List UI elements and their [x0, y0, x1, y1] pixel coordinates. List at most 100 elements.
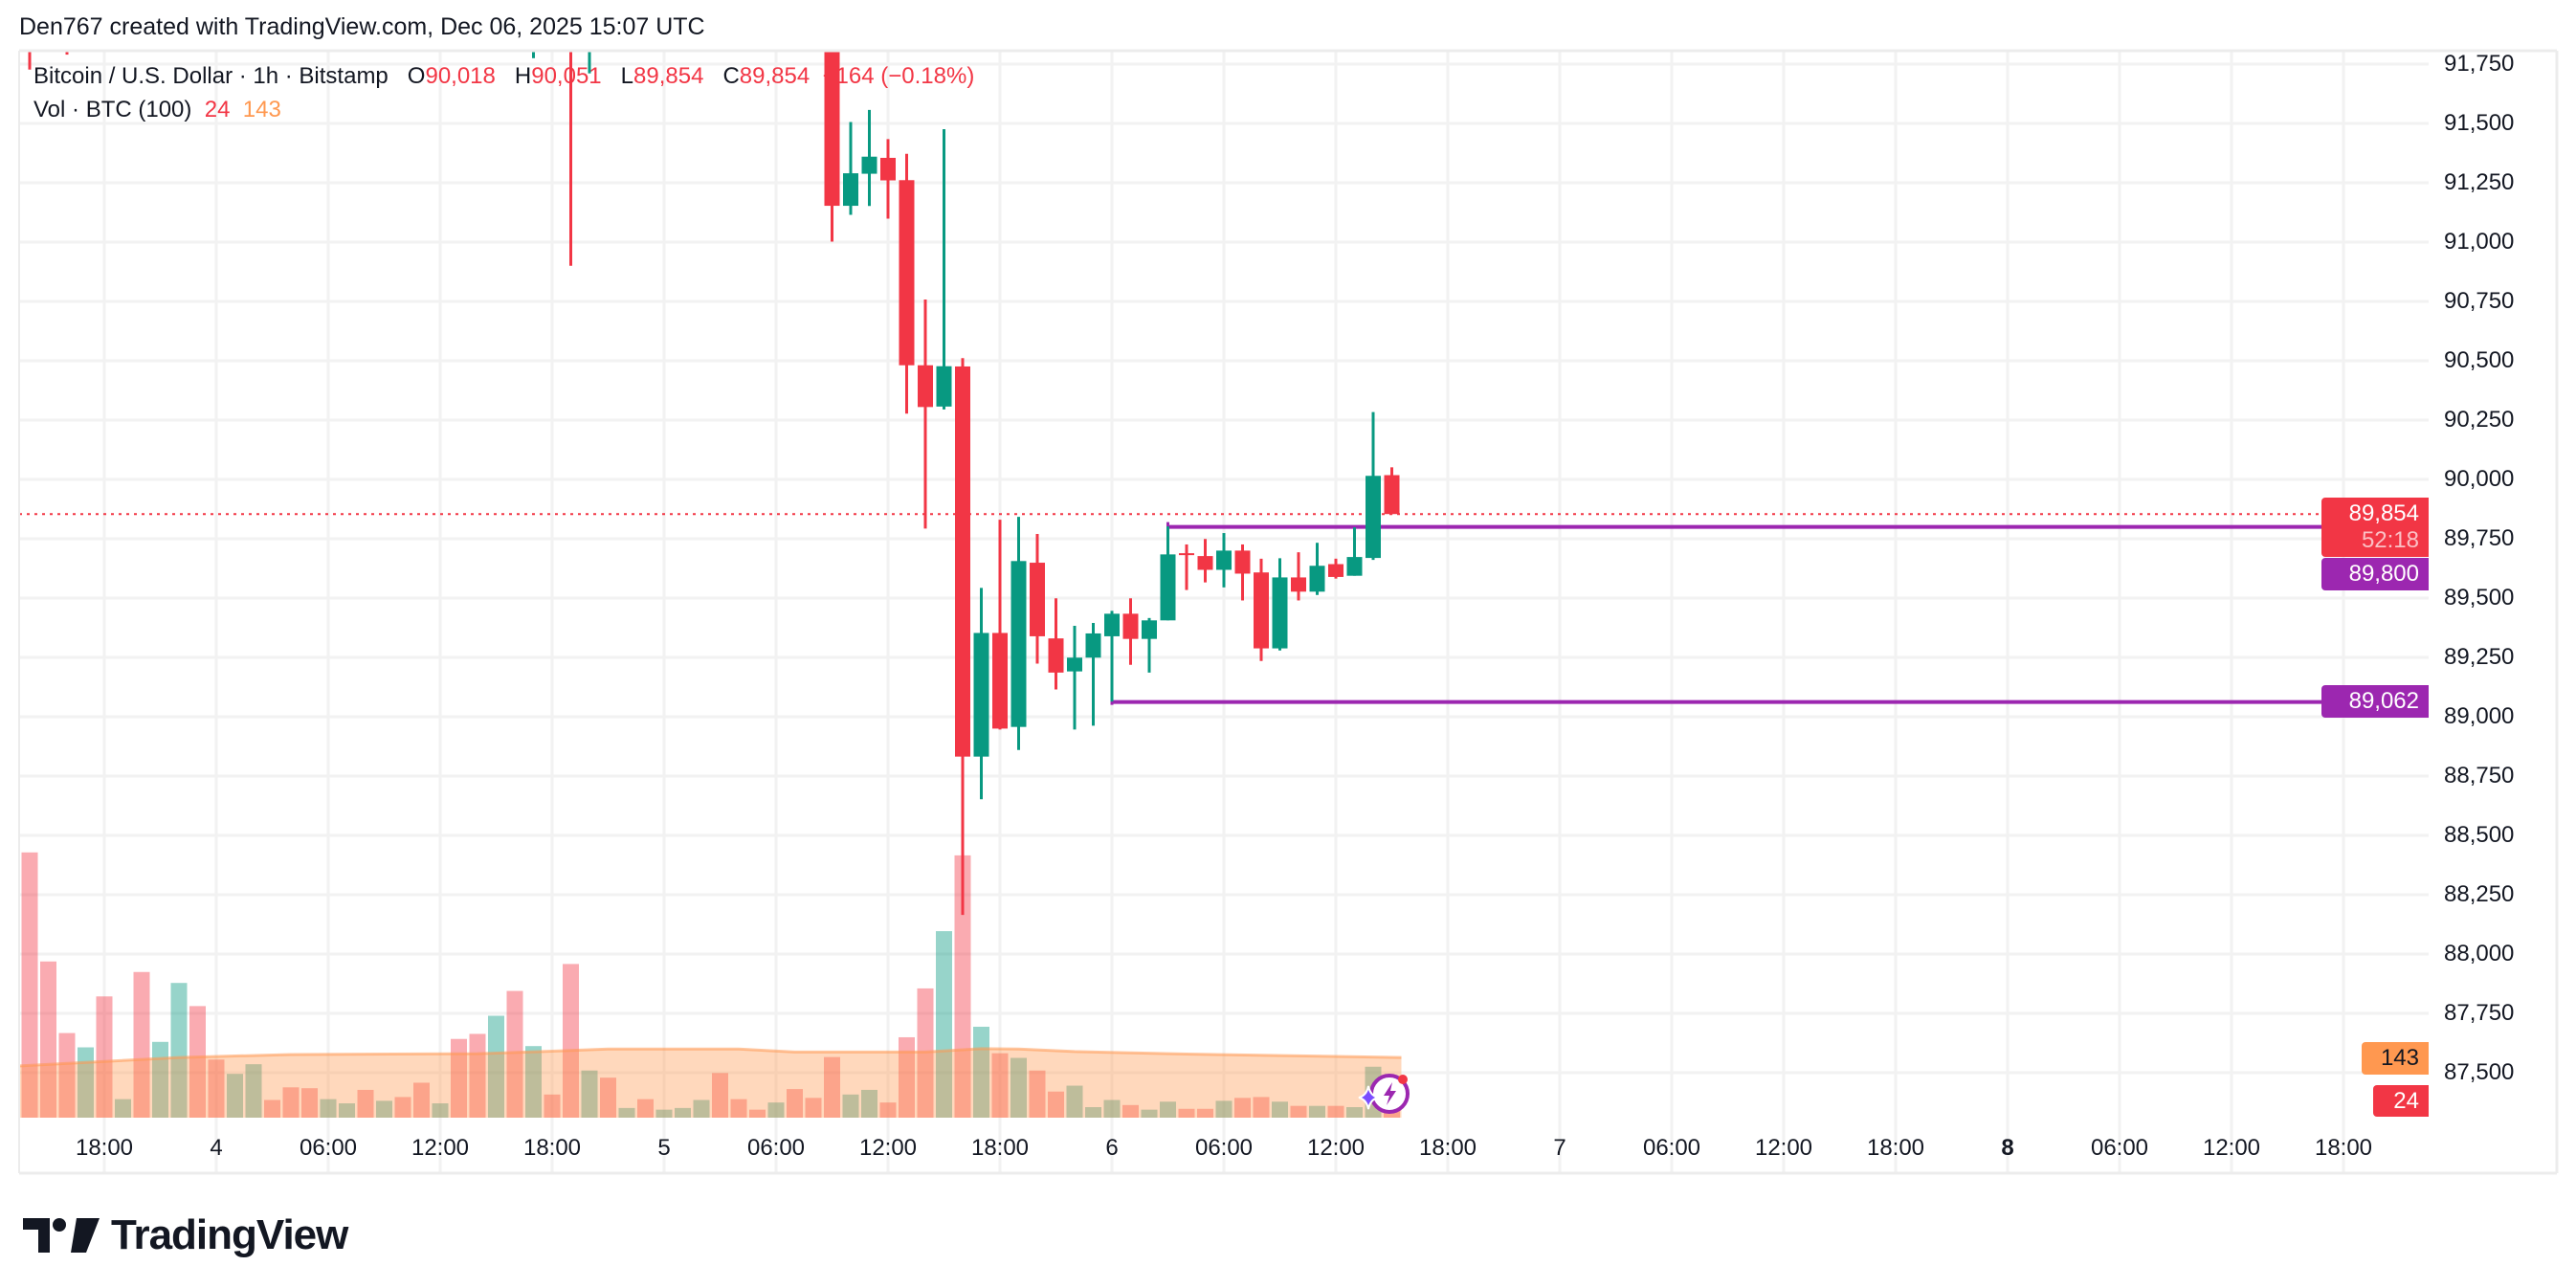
- candle: [1142, 617, 1157, 673]
- low-value: 89,854: [633, 63, 704, 89]
- time-axis-label: 4: [210, 1135, 223, 1161]
- time-axis-label: 12:00: [1306, 1135, 1366, 1161]
- volume-bar: [1010, 1057, 1027, 1118]
- candle: [1309, 543, 1325, 595]
- price-axis-label: 89,500: [2444, 585, 2515, 611]
- volume-bar: [1215, 1100, 1232, 1118]
- volume-bar: [189, 1006, 206, 1118]
- time-axis-label: 06:00: [1642, 1135, 1701, 1161]
- candle: [1010, 517, 1027, 750]
- candle-body: [1197, 556, 1213, 570]
- level-lower-tag: 89,062: [2321, 685, 2429, 718]
- candle-body: [918, 365, 933, 408]
- candle-body: [1030, 563, 1045, 636]
- chart-grid: [19, 51, 2429, 1173]
- volume-bar: [749, 1109, 766, 1118]
- volume-bar: [693, 1099, 710, 1118]
- candle-body: [1234, 550, 1251, 574]
- volume-bar: [600, 1077, 616, 1118]
- volume-bar: [1103, 1099, 1121, 1118]
- volume-bar: [730, 1099, 747, 1118]
- time-axis-label: 12:00: [2202, 1135, 2261, 1161]
- candle-body: [1085, 633, 1101, 658]
- candle-body: [843, 173, 858, 207]
- volume-bars: [21, 852, 1400, 1118]
- volume-last-tag: 24: [2373, 1085, 2429, 1117]
- volume-value: 24: [204, 97, 231, 122]
- volume-ma-value: 143: [242, 97, 281, 122]
- volume-bar: [320, 1099, 337, 1118]
- candle-body: [1216, 550, 1232, 570]
- volume-bar: [506, 990, 523, 1118]
- candle-body: [1160, 554, 1176, 621]
- candle-body: [1254, 572, 1269, 649]
- time-axis-label: 6: [1105, 1135, 1119, 1161]
- volume-bar: [805, 1098, 822, 1118]
- candle: [1234, 544, 1251, 601]
- candle: [1272, 558, 1288, 651]
- candle: [992, 520, 1008, 730]
- candle: [1122, 598, 1139, 665]
- time-axis-label: 06:00: [2090, 1135, 2149, 1161]
- price-axis-label: 88,250: [2444, 881, 2515, 907]
- volume-bar: [170, 983, 188, 1118]
- candle: [1067, 626, 1082, 730]
- symbol-legend: Bitcoin / U.S. Dollar · 1h · Bitstamp O9…: [33, 63, 974, 90]
- volume-bar: [899, 1036, 915, 1118]
- candle: [1048, 598, 1064, 690]
- volume-bar: [936, 931, 952, 1118]
- price-axis-label: 90,250: [2444, 407, 2515, 433]
- volume-bar: [563, 964, 579, 1118]
- time-axis-label: 12:00: [858, 1135, 918, 1161]
- volume-bar: [357, 1089, 374, 1118]
- candle: [1216, 533, 1232, 588]
- volume-ma-area: [20, 1048, 1402, 1118]
- volume-bar: [861, 1089, 877, 1118]
- candle: [1085, 623, 1101, 726]
- high-value: 90,051: [531, 63, 602, 89]
- volume-bar: [675, 1107, 691, 1118]
- candle-body: [824, 51, 840, 207]
- price-axis-label: 90,750: [2444, 288, 2515, 314]
- time-axis-label: 18:00: [1418, 1135, 1477, 1161]
- ai-assistant-icon[interactable]: [1358, 1074, 1410, 1114]
- candle-body: [1346, 557, 1363, 576]
- candle: [973, 588, 989, 800]
- volume-bar: [264, 1099, 280, 1118]
- time-axis-label: 12:00: [1754, 1135, 1813, 1161]
- time-axis-label: 18:00: [522, 1135, 582, 1161]
- volume-bar: [208, 1059, 225, 1118]
- candle-body: [861, 156, 877, 174]
- tradingview-logo[interactable]: TradingView: [23, 1211, 348, 1259]
- price-axis-label: 87,750: [2444, 1000, 2515, 1026]
- time-axis-label: 18:00: [2314, 1135, 2373, 1161]
- candle-body: [1179, 553, 1194, 556]
- volume-bar: [451, 1038, 467, 1118]
- chart-attribution: Den767 created with TradingView.com, Dec…: [19, 13, 705, 40]
- candle-body: [1309, 566, 1325, 592]
- volume-bar: [152, 1041, 168, 1118]
- candle: [1160, 526, 1176, 621]
- candle-body: [1010, 561, 1027, 727]
- volume-bar: [525, 1046, 542, 1118]
- candle: [936, 128, 952, 410]
- candle: [843, 122, 858, 215]
- candle: [1254, 558, 1269, 661]
- open-label: O: [407, 63, 426, 89]
- candle-body: [992, 633, 1008, 729]
- candle-body: [899, 180, 915, 366]
- volume-bar: [655, 1109, 673, 1118]
- volume-bar: [339, 1103, 355, 1118]
- candle-body: [955, 366, 970, 757]
- candle: [1291, 552, 1306, 601]
- volume-bar: [787, 1089, 803, 1118]
- volume-ma-line: [19, 1047, 1402, 1068]
- time-axis-label: 8: [2001, 1135, 2014, 1161]
- volume-bar: [1309, 1105, 1325, 1118]
- volume-bar: [58, 1033, 76, 1118]
- volume-bar: [879, 1102, 897, 1118]
- time-axis-label: 12:00: [411, 1135, 470, 1161]
- price-axis-label: 88,000: [2444, 941, 2515, 966]
- candle-body: [1067, 657, 1082, 672]
